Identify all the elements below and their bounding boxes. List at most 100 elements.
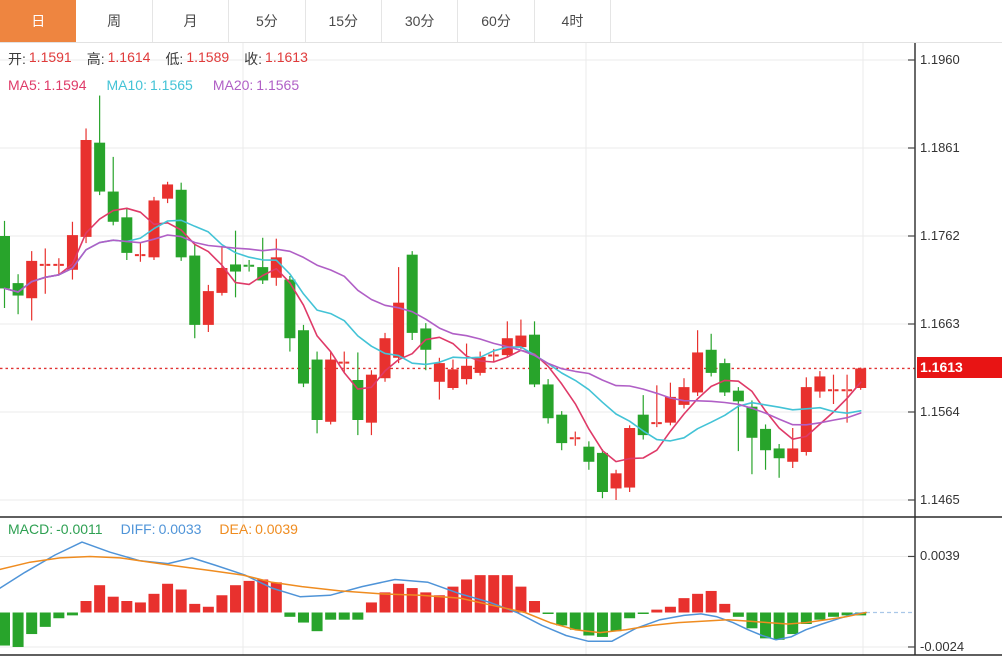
macd-bar[interactable]	[134, 602, 146, 613]
macd-bar[interactable]	[338, 612, 350, 620]
candle[interactable]	[447, 359, 459, 390]
candle[interactable]	[501, 321, 513, 357]
macd-bar[interactable]	[175, 589, 187, 613]
macd-bar[interactable]	[420, 592, 432, 613]
candle[interactable]	[53, 258, 65, 275]
candle[interactable]	[433, 357, 445, 400]
macd-bar[interactable]	[325, 612, 337, 620]
candle[interactable]	[243, 260, 255, 272]
macd-bar[interactable]	[773, 612, 785, 640]
macd-bar[interactable]	[94, 585, 106, 613]
candle[interactable]	[26, 251, 38, 321]
candle[interactable]	[827, 374, 839, 404]
candle[interactable]	[732, 387, 744, 452]
candle[interactable]	[270, 238, 282, 286]
candle[interactable]	[787, 428, 799, 468]
candle[interactable]	[352, 352, 364, 436]
candle[interactable]	[80, 128, 92, 244]
macd-bar[interactable]	[270, 582, 282, 613]
candle[interactable]	[773, 444, 785, 478]
macd-bar[interactable]	[596, 612, 608, 637]
candle[interactable]	[596, 449, 608, 499]
macd-bar[interactable]	[121, 601, 133, 613]
macd-bar[interactable]	[705, 590, 717, 613]
macd-bar[interactable]	[393, 583, 405, 613]
candle[interactable]	[0, 220, 10, 308]
macd-bar[interactable]	[284, 612, 296, 617]
macd-bar[interactable]	[664, 606, 676, 613]
tab-60min[interactable]: 60分	[458, 0, 535, 42]
macd-bar[interactable]	[719, 603, 731, 613]
candle[interactable]	[542, 379, 554, 424]
macd-bar[interactable]	[53, 612, 65, 619]
candle[interactable]	[311, 351, 323, 434]
candle[interactable]	[216, 246, 228, 296]
macd-bar[interactable]	[189, 603, 201, 613]
macd-bar[interactable]	[474, 575, 486, 613]
candle[interactable]	[461, 343, 473, 385]
macd-bar[interactable]	[678, 598, 690, 613]
tab-5min[interactable]: 5分	[229, 0, 306, 42]
candle[interactable]	[175, 182, 187, 261]
macd-bar[interactable]	[746, 612, 758, 629]
macd-bar[interactable]	[297, 612, 309, 623]
candle[interactable]	[39, 248, 51, 294]
macd-bar[interactable]	[148, 593, 160, 613]
candle[interactable]	[610, 469, 622, 500]
macd-bar[interactable]	[352, 612, 364, 620]
macd-bar[interactable]	[569, 612, 581, 630]
candle[interactable]	[760, 424, 772, 470]
candle[interactable]	[338, 351, 350, 373]
candle[interactable]	[284, 276, 296, 352]
candle[interactable]	[705, 333, 717, 377]
macd-bar[interactable]	[12, 612, 24, 647]
macd-bar[interactable]	[406, 588, 418, 613]
macd-bar[interactable]	[39, 612, 51, 627]
candle[interactable]	[202, 284, 214, 332]
candle[interactable]	[297, 324, 309, 388]
candle[interactable]	[94, 95, 106, 196]
macd-bar[interactable]	[107, 596, 119, 613]
candle[interactable]	[406, 251, 418, 340]
tab-day[interactable]: 日	[0, 0, 77, 42]
macd-bar[interactable]	[26, 612, 38, 635]
candle[interactable]	[66, 221, 78, 280]
macd-bar[interactable]	[216, 595, 228, 613]
candle[interactable]	[637, 395, 649, 440]
candle[interactable]	[678, 378, 690, 409]
macd-bar[interactable]	[0, 612, 10, 646]
tab-15min[interactable]: 15分	[305, 0, 382, 42]
macd-bar[interactable]	[841, 612, 853, 616]
candle[interactable]	[569, 431, 581, 446]
candle[interactable]	[107, 156, 119, 226]
candle[interactable]	[719, 358, 731, 396]
candle[interactable]	[189, 244, 201, 339]
candle[interactable]	[162, 181, 174, 204]
candle[interactable]	[855, 367, 867, 390]
candle[interactable]	[583, 441, 595, 470]
candle[interactable]	[800, 377, 812, 456]
macd-bar[interactable]	[732, 612, 744, 617]
macd-bar[interactable]	[827, 612, 839, 617]
candle[interactable]	[664, 382, 676, 426]
macd-bar[interactable]	[542, 612, 554, 615]
candle[interactable]	[230, 230, 242, 298]
macd-bar[interactable]	[515, 586, 527, 613]
candle[interactable]	[515, 319, 527, 349]
macd-bar[interactable]	[365, 602, 377, 613]
macd-bar[interactable]	[529, 601, 541, 613]
macd-bar[interactable]	[610, 612, 622, 632]
candle[interactable]	[814, 371, 826, 398]
macd-bar[interactable]	[447, 586, 459, 613]
macd-bar[interactable]	[66, 612, 78, 616]
macd-bar[interactable]	[814, 612, 826, 620]
macd-bar[interactable]	[624, 612, 636, 619]
macd-bar[interactable]	[692, 593, 704, 613]
macd-bar[interactable]	[80, 601, 92, 613]
macd-bar[interactable]	[583, 612, 595, 636]
candle[interactable]	[325, 351, 337, 425]
candle[interactable]	[134, 243, 146, 262]
macd-bar[interactable]	[202, 606, 214, 613]
macd-bar[interactable]	[379, 592, 391, 613]
